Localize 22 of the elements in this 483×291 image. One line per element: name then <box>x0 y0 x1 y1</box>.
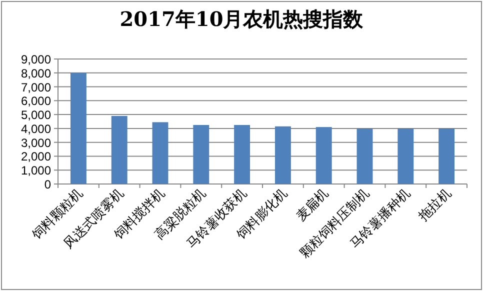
bar <box>316 127 332 184</box>
y-tick-label: 1,000 <box>20 164 52 178</box>
bar <box>193 124 210 184</box>
bar <box>152 122 168 184</box>
bar <box>356 128 373 184</box>
y-tick-label: 7,000 <box>20 80 52 94</box>
y-tick-label: 8,000 <box>20 66 52 80</box>
y-tick-label: 9,000 <box>20 52 52 66</box>
bar <box>398 128 414 184</box>
bar <box>70 72 86 184</box>
y-tick-label: 0 <box>44 178 52 192</box>
bar <box>234 124 250 184</box>
y-tick-label: 5,000 <box>20 108 52 122</box>
y-tick-label: 4,000 <box>20 122 52 136</box>
bar <box>438 128 455 184</box>
y-tick-label: 2,000 <box>20 150 52 164</box>
y-tick-label: 3,000 <box>20 136 52 150</box>
x-tick-label: 拖拉机 <box>415 186 454 226</box>
chart-title: 2017年10月农机热搜指数 <box>120 7 364 31</box>
bar <box>274 126 291 184</box>
y-tick-label: 6,000 <box>20 94 52 108</box>
bar <box>111 116 128 184</box>
